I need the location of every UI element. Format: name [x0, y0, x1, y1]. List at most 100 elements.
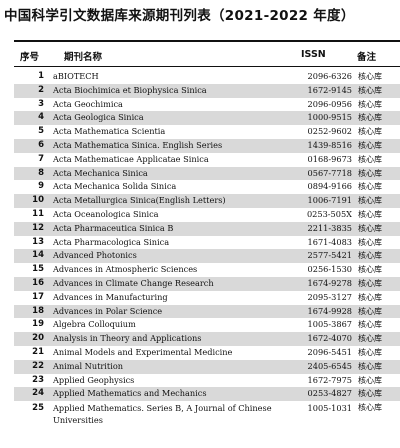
row-number: 12 — [32, 222, 44, 233]
table-row: 7 Acta Mathematicae Applicatae Sinica 0168… — [14, 153, 400, 167]
journal-name: Animal Nutrition — [53, 360, 124, 371]
journal-name: Advanced Photonics — [53, 250, 137, 261]
table-body: 1 aBIOTECH 2096-6326 核心库 2 Acta Biochimica et… — [14, 70, 400, 427]
journal-name: Algebra Colloquium — [53, 319, 136, 330]
table-row: 3 Acta Geochimica 2096-0956 核心库 — [14, 98, 400, 112]
table-row: 17 Advances in Manufacturing 2095-3127 核心库 — [14, 291, 400, 305]
note-value: 核心库 — [358, 154, 382, 164]
row-number: 13 — [32, 236, 44, 247]
note-value: 核心库 — [358, 72, 382, 81]
issn-value: 0168-9673 — [307, 153, 352, 164]
journal-name: Acta Geologica Sinica — [53, 112, 144, 123]
table-row: 12 Acta Pharmaceutica Sinica B 2211-3835 核心… — [14, 221, 400, 236]
row-number: 24 — [32, 388, 44, 399]
issn-value: 2096-5451 — [307, 346, 352, 357]
issn-value: 1005-1031 — [307, 403, 352, 414]
note-value: 核心库 — [358, 347, 382, 357]
note-value: 核心库 — [358, 278, 382, 288]
header-no: 序号 — [20, 52, 40, 63]
header-note: 备注 — [357, 52, 377, 63]
journal-name: Advances in Manufacturing — [53, 291, 168, 302]
row-number: 9 — [38, 181, 44, 192]
table-row: 19 Algebra Colloquium 1005-3867 核心库 — [14, 318, 400, 332]
row-number: 16 — [32, 277, 44, 288]
issn-value: 1671-4083 — [307, 236, 352, 247]
row-number: 19 — [32, 319, 44, 330]
issn-value: 0256-1530 — [307, 264, 352, 275]
document-title: 中国科学引文数据库来源期刊列表（2021-2022 年度） — [4, 8, 355, 24]
note-value: 核心库 — [358, 223, 382, 233]
issn-value: 1439-8516 — [307, 139, 352, 150]
header-issn: ISSN — [301, 49, 326, 60]
journal-name: Acta Mechanica Solida Sinica — [53, 181, 177, 192]
table-row: 23 Applied Geophysics 1672-7975 核心库 — [14, 374, 400, 388]
table-row: 11 Acta Oceanologica Sinica 0253-505X 核心库 — [14, 208, 400, 222]
table-row: 22 Animal Nutrition 2405-6545 核心库 — [14, 359, 400, 374]
row-number: 2 — [38, 84, 44, 95]
issn-value: 0252-9602 — [307, 126, 352, 137]
journal-name: Acta Mechanica Sinica — [53, 167, 148, 178]
row-number: 11 — [32, 208, 44, 219]
note-value: 核心库 — [358, 292, 382, 302]
row-number: 4 — [38, 112, 44, 123]
note-value: 核心库 — [358, 209, 382, 219]
note-value: 核心库 — [358, 140, 382, 150]
note-value: 核心库 — [358, 306, 382, 316]
table-row: 4 Acta Geologica Sinica 1000-9515 核心库 — [14, 111, 400, 126]
journal-name: Analysis in Theory and Applications — [53, 333, 202, 344]
note-value: 核心库 — [358, 182, 382, 192]
table-row: 16 Advances in Climate Change Research 167… — [14, 276, 400, 291]
row-number: 20 — [32, 333, 44, 344]
journal-name: Advances in Atmospheric Sciences — [53, 264, 198, 275]
journal-name: Acta Pharmacologica Sinica — [53, 236, 170, 247]
note-value: 核心库 — [358, 168, 382, 178]
row-number: 18 — [32, 305, 44, 316]
table-row: 6 Acta Mathematica Sinica. English Series… — [14, 138, 400, 153]
issn-value: 2577-5421 — [307, 250, 352, 261]
note-value: 核心库 — [358, 251, 382, 261]
note-value: 核心库 — [358, 127, 382, 137]
table-top-rule — [14, 40, 400, 42]
journal-name: Acta Mathematicae Applicatae Sinica — [53, 153, 209, 164]
table-header-rule — [14, 66, 400, 67]
row-number: 25 — [32, 403, 44, 414]
issn-value: 1674-9278 — [307, 277, 352, 288]
note-value: 核心库 — [358, 320, 382, 330]
table-row: 13 Acta Pharmacologica Sinica 1671-4083 核心库 — [14, 236, 400, 250]
journal-name: Acta Oceanologica Sinica — [53, 208, 159, 219]
note-value: 核心库 — [358, 334, 382, 344]
table-row: 5 Acta Mathematica Scientia 0252-9602 核心库 — [14, 125, 400, 139]
row-number: 8 — [38, 167, 44, 178]
issn-value: 1672-9145 — [307, 84, 352, 95]
row-number: 5 — [38, 126, 44, 137]
journal-name: Applied Geophysics — [53, 374, 135, 385]
issn-value: 2096-0956 — [307, 98, 352, 109]
table-row: 20 Analysis in Theory and Applications 167… — [14, 332, 400, 346]
journal-name: Animal Models and Experimental Medicine — [53, 346, 233, 357]
journal-name: Acta Mathematica Scientia — [53, 126, 166, 137]
note-value: 核心库 — [358, 113, 382, 123]
row-number: 14 — [32, 250, 44, 261]
issn-value: 1672-7975 — [307, 374, 352, 385]
issn-value: 2096-6326 — [307, 71, 352, 81]
table-row: 14 Advanced Photonics 2577-5421 核心库 — [14, 249, 400, 264]
row-number: 10 — [32, 195, 44, 206]
row-number: 6 — [38, 139, 44, 150]
table-row: 18 Advances in Polar Science 1674-9928 核心库 — [14, 304, 400, 319]
journal-name: Advances in Polar Science — [53, 305, 163, 316]
header-name: 期刊名称 — [64, 52, 103, 63]
issn-value: 1672-4070 — [307, 333, 352, 344]
table-row: 10 Acta Metallurgica Sinica(English Lette… — [14, 194, 400, 208]
journal-name: Applied Mathematics. Series B, A Journal… — [53, 403, 272, 426]
table-row: 9 Acta Mechanica Solida Sinica 0894-9166 核心… — [14, 180, 400, 194]
row-number: 1 — [38, 71, 44, 81]
note-value: 核心库 — [358, 389, 382, 399]
note-value: 核心库 — [358, 265, 382, 275]
row-number: 23 — [32, 374, 44, 385]
journal-name: Acta Geochimica — [53, 98, 123, 109]
note-value: 核心库 — [358, 375, 382, 385]
issn-value: 2211-3835 — [307, 222, 352, 233]
issn-value: 1674-9928 — [307, 305, 352, 316]
note-value: 核心库 — [358, 196, 382, 206]
